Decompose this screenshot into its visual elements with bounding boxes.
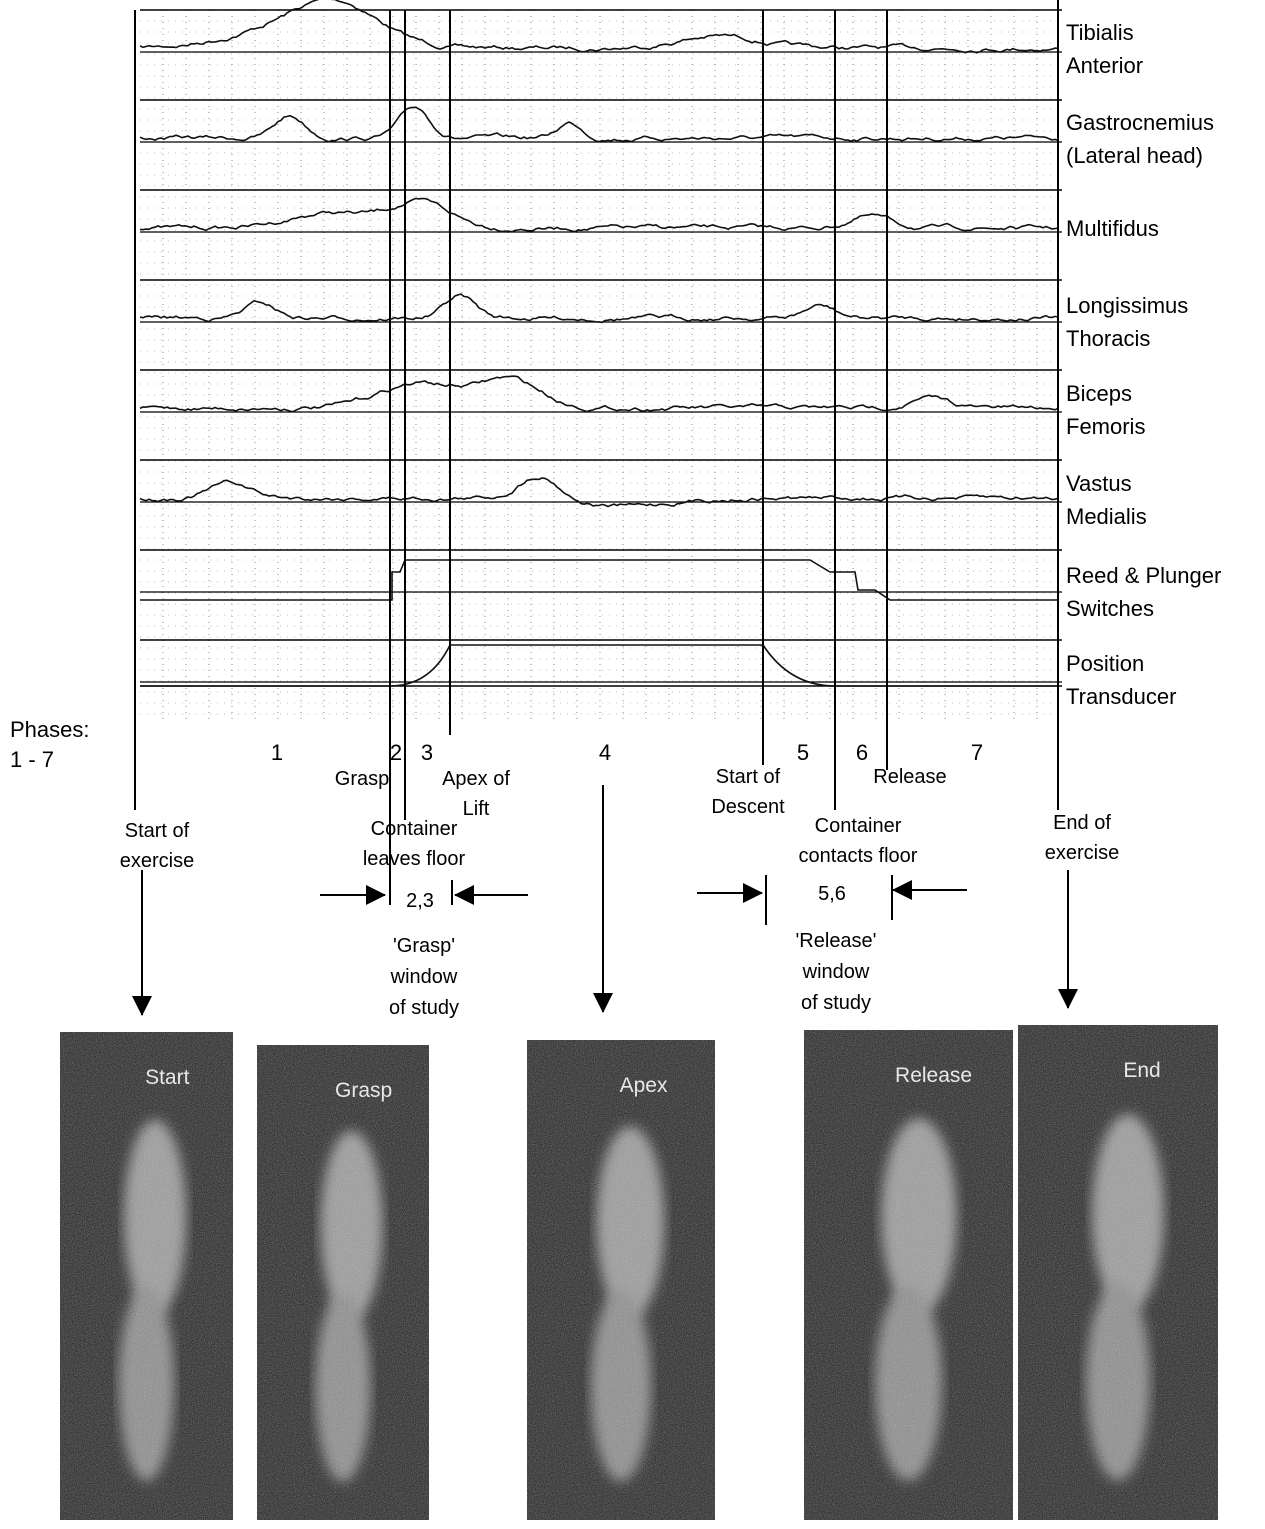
phase-number: 6 — [856, 740, 868, 765]
event-label: Apex of — [442, 768, 510, 790]
event-label: contacts floor — [799, 845, 918, 867]
channel-label: Vastus — [1066, 471, 1132, 496]
channel-label: Thoracis — [1066, 326, 1150, 351]
channel-label: Transducer — [1066, 684, 1176, 709]
phase-number: 5 — [797, 740, 809, 765]
photo-caption: Apex — [620, 1074, 668, 1097]
traces — [140, 0, 1058, 686]
window-range: 2,3 — [406, 890, 434, 912]
phases-label: 1 - 7 — [10, 747, 54, 772]
event-label: Start of — [716, 766, 781, 788]
grid — [140, 10, 1062, 720]
window-label: of study — [389, 997, 459, 1019]
window-label: window — [390, 966, 458, 988]
photo: Apex — [527, 1040, 715, 1520]
photos: Start Grasp Apex Release End — [60, 1025, 1218, 1520]
event-label: Release — [873, 766, 946, 788]
phases-label: Phases: — [10, 717, 90, 742]
channel-label: Position — [1066, 651, 1144, 676]
event-label: exercise — [120, 850, 194, 872]
window-label: window — [802, 961, 870, 983]
event-label: Lift — [463, 798, 490, 820]
channel-label: Anterior — [1066, 53, 1143, 78]
event-label: Start of — [125, 820, 190, 842]
page: { "channels": [ {"label": ["Tibialis", "… — [0, 0, 1265, 1524]
phase-number: 2 — [390, 740, 402, 765]
phase-number: 3 — [421, 740, 433, 765]
event-label: Container — [815, 815, 902, 837]
photo-caption: End — [1123, 1059, 1160, 1082]
photo: Release — [804, 1030, 1013, 1520]
channel-label: Reed & Plunger — [1066, 563, 1221, 588]
figure: Tibialis Anterior Gastrocnemius (Lateral he… — [0, 0, 1265, 1524]
photo-grain — [257, 1045, 429, 1520]
photo-grain — [60, 1032, 233, 1520]
photo-grain — [804, 1030, 1013, 1520]
phase-number: 7 — [971, 740, 983, 765]
event-label: Container — [371, 818, 458, 840]
window-label: of study — [801, 992, 871, 1014]
window-label: 'Grasp' — [393, 935, 455, 957]
channel-label: Medialis — [1066, 504, 1147, 529]
photo: Grasp — [257, 1045, 429, 1520]
channel-label: Femoris — [1066, 414, 1145, 439]
photo-caption: Start — [145, 1066, 190, 1089]
phase-number: 1 — [271, 740, 283, 765]
channel-label: (Lateral head) — [1066, 143, 1203, 168]
event-label: End of — [1053, 812, 1111, 834]
photo-caption: Grasp — [335, 1079, 392, 1102]
event-label: Descent — [711, 796, 785, 818]
channel-label: Multifidus — [1066, 216, 1159, 241]
channel-label: Tibialis — [1066, 20, 1134, 45]
channel-label: Biceps — [1066, 381, 1132, 406]
photo-grain — [527, 1040, 715, 1520]
channel-label: Switches — [1066, 596, 1154, 621]
event-label: Grasp — [335, 768, 389, 790]
window-range: 5,6 — [818, 883, 846, 905]
channel-label: Longissimus — [1066, 293, 1188, 318]
position-trace — [140, 645, 1058, 686]
window-label: 'Release' — [795, 930, 876, 952]
phase-number: 4 — [599, 740, 611, 765]
event-label: leaves floor — [363, 848, 466, 870]
emg-trace — [140, 0, 1058, 53]
channel-label: Gastrocnemius — [1066, 110, 1214, 135]
event-label: exercise — [1045, 842, 1119, 864]
event-lines — [135, 0, 1068, 1015]
photo: End — [1018, 1025, 1218, 1520]
labels: Tibialis Anterior Gastrocnemius (Lateral he… — [10, 20, 1221, 1019]
photo-caption: Release — [895, 1064, 972, 1087]
photo-grain — [1018, 1025, 1218, 1520]
photo: Start — [60, 1032, 233, 1520]
